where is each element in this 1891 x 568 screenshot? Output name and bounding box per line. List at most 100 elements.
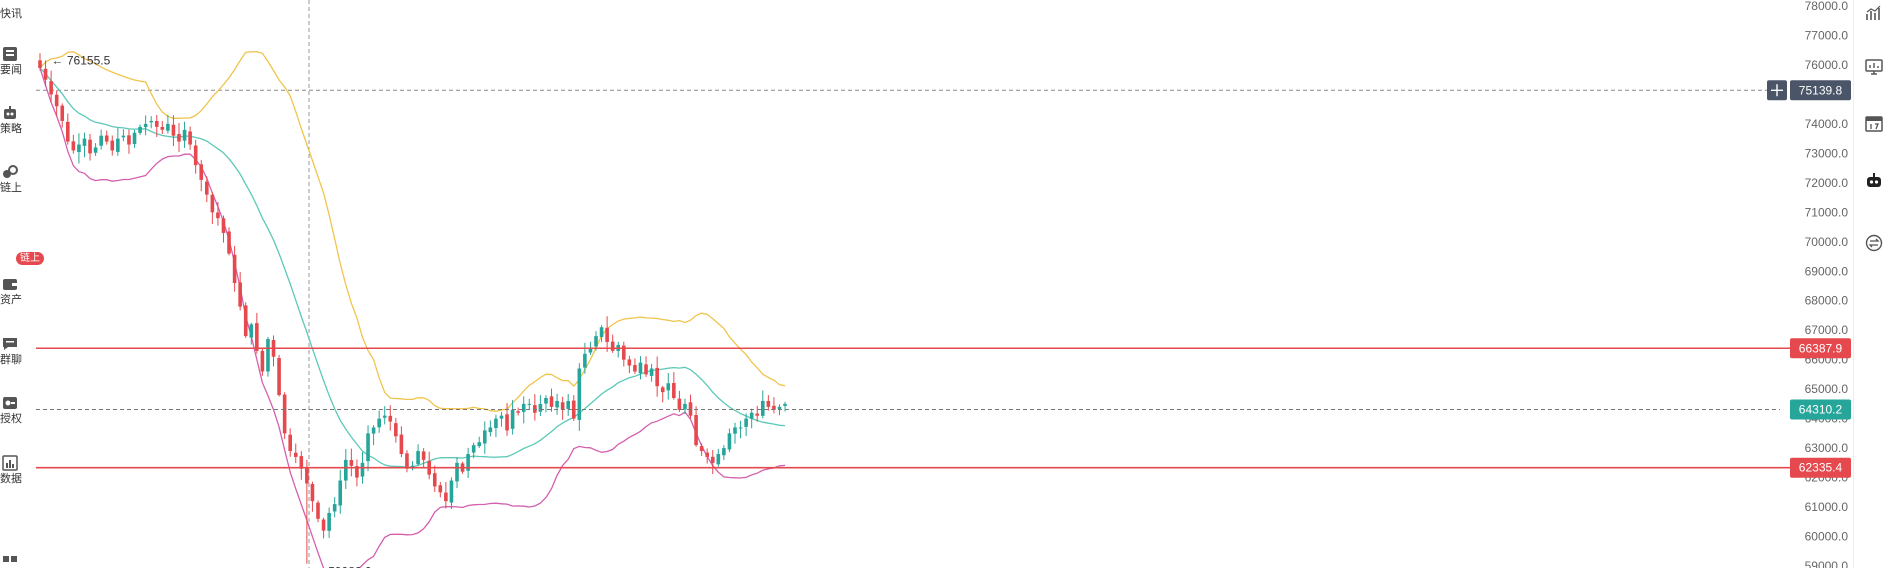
candle-body <box>171 124 176 136</box>
sidebar-item-chat[interactable]: 群聊 <box>0 314 30 366</box>
sidebar-item-strategy[interactable]: 策略 <box>0 83 30 135</box>
y-axis-tick-label: 59000.0 <box>1805 559 1849 568</box>
candle-body <box>499 415 504 419</box>
candle-body <box>243 305 248 337</box>
sidebar-item-authorize[interactable]: 授权 <box>0 373 30 425</box>
candle-body <box>716 454 721 465</box>
candle-body <box>121 135 126 138</box>
candle-body <box>672 383 676 398</box>
sidebar-item-label: 授权 <box>0 413 22 425</box>
horizontal-line-price-label-bg <box>1790 457 1851 478</box>
tool-calendar[interactable] <box>1864 114 1884 134</box>
candle-body <box>755 413 760 416</box>
candle-body <box>382 415 387 418</box>
candle-body <box>483 430 487 444</box>
tool-indicator[interactable] <box>1864 3 1884 23</box>
candle-body <box>722 448 726 456</box>
extreme-price-annotation: ← 76155.5 <box>52 53 111 67</box>
onchain-badge: 链上 <box>16 252 44 265</box>
candle-body <box>432 473 437 487</box>
candle-body <box>138 126 142 133</box>
candle-body <box>193 145 198 166</box>
candle-body <box>277 358 281 396</box>
price-chart[interactable]: 59000.060000.061000.062000.063000.064000… <box>0 0 1853 568</box>
candle-body <box>666 383 671 391</box>
candle-body <box>288 434 292 452</box>
tool-robot[interactable] <box>1864 171 1884 191</box>
sidebar-item-onchain[interactable]: 链上 <box>0 142 30 194</box>
candle-body <box>471 445 476 453</box>
candle-body <box>332 504 337 512</box>
candle-body <box>544 398 548 404</box>
candle-body <box>321 519 326 531</box>
candle-body <box>405 453 409 469</box>
candle-body <box>566 400 570 409</box>
candle-body <box>160 127 165 130</box>
candle-body <box>738 427 743 429</box>
sidebar-item-more[interactable] <box>0 542 30 568</box>
y-axis-tick-label: 76000.0 <box>1805 58 1849 72</box>
horizontal-line-price-label: 62335.4 <box>1799 461 1843 475</box>
extreme-price-annotation: ← 59080.0 <box>313 565 372 568</box>
candle-body <box>260 350 265 372</box>
news-icon <box>3 47 17 61</box>
candle-body <box>783 403 787 406</box>
candle-body <box>394 423 398 437</box>
indicator-icon <box>1866 5 1881 20</box>
candle-body <box>588 347 593 353</box>
sidebar-item-assets[interactable]: 资产 <box>0 254 30 306</box>
candle-body <box>555 400 559 408</box>
candle-body <box>305 467 309 484</box>
candle-body <box>77 144 81 153</box>
crosshair-price-label: 75139.8 <box>1799 83 1843 97</box>
candle-body <box>143 123 148 128</box>
candle-body <box>255 323 259 351</box>
candle-body <box>627 359 632 366</box>
crosshair-price-label-bg <box>1790 80 1851 101</box>
candle-body <box>772 405 776 410</box>
candle-body <box>266 339 270 372</box>
more-apps-icon <box>3 556 17 562</box>
candle-body <box>199 164 204 180</box>
left-nav-sidebar: 快讯 要闻 策略 链上 链上 资产 群聊 授权 数据 <box>0 0 44 568</box>
candle-body <box>733 427 737 434</box>
sidebar-item-label: 数据 <box>0 473 22 485</box>
candle-body <box>49 81 53 95</box>
candle-body <box>210 194 215 213</box>
candle-body <box>466 454 470 471</box>
y-axis-tick-label: 78000.0 <box>1805 0 1849 13</box>
candle-body <box>349 460 354 466</box>
candle-body <box>282 394 287 434</box>
candle-body <box>360 462 365 477</box>
candle-body <box>227 231 231 254</box>
y-axis-tick-label: 68000.0 <box>1805 294 1849 308</box>
y-axis-tick-label: 72000.0 <box>1805 176 1849 190</box>
tool-swap[interactable] <box>1864 233 1884 253</box>
candle-body <box>633 365 637 372</box>
candle-body <box>761 400 765 416</box>
candle-body <box>705 452 709 457</box>
sidebar-item-data[interactable]: 数据 <box>0 433 30 485</box>
candle-body <box>683 403 687 410</box>
bollinger-lower-band <box>39 67 786 568</box>
candle-body <box>638 362 643 374</box>
sidebar-item-flash[interactable]: 快讯 <box>0 0 30 20</box>
candle-body <box>166 123 170 131</box>
candle-body <box>43 68 48 80</box>
swap-icon <box>1865 234 1883 252</box>
candle-body <box>660 387 665 393</box>
candle-body <box>710 456 715 463</box>
sidebar-item-news[interactable]: 要闻 <box>0 24 30 76</box>
candle-body <box>649 368 654 376</box>
candle-body <box>583 353 587 368</box>
data-chart-icon <box>2 455 18 471</box>
candle-body <box>749 412 754 419</box>
y-axis-tick-label: 67000.0 <box>1805 323 1849 337</box>
candle-body <box>371 427 376 434</box>
candle-body <box>110 140 115 151</box>
candle-body <box>494 418 498 429</box>
candle-body <box>88 139 92 154</box>
tool-monitor[interactable] <box>1864 57 1884 77</box>
candle-body <box>221 218 226 233</box>
candle-body <box>132 132 137 144</box>
